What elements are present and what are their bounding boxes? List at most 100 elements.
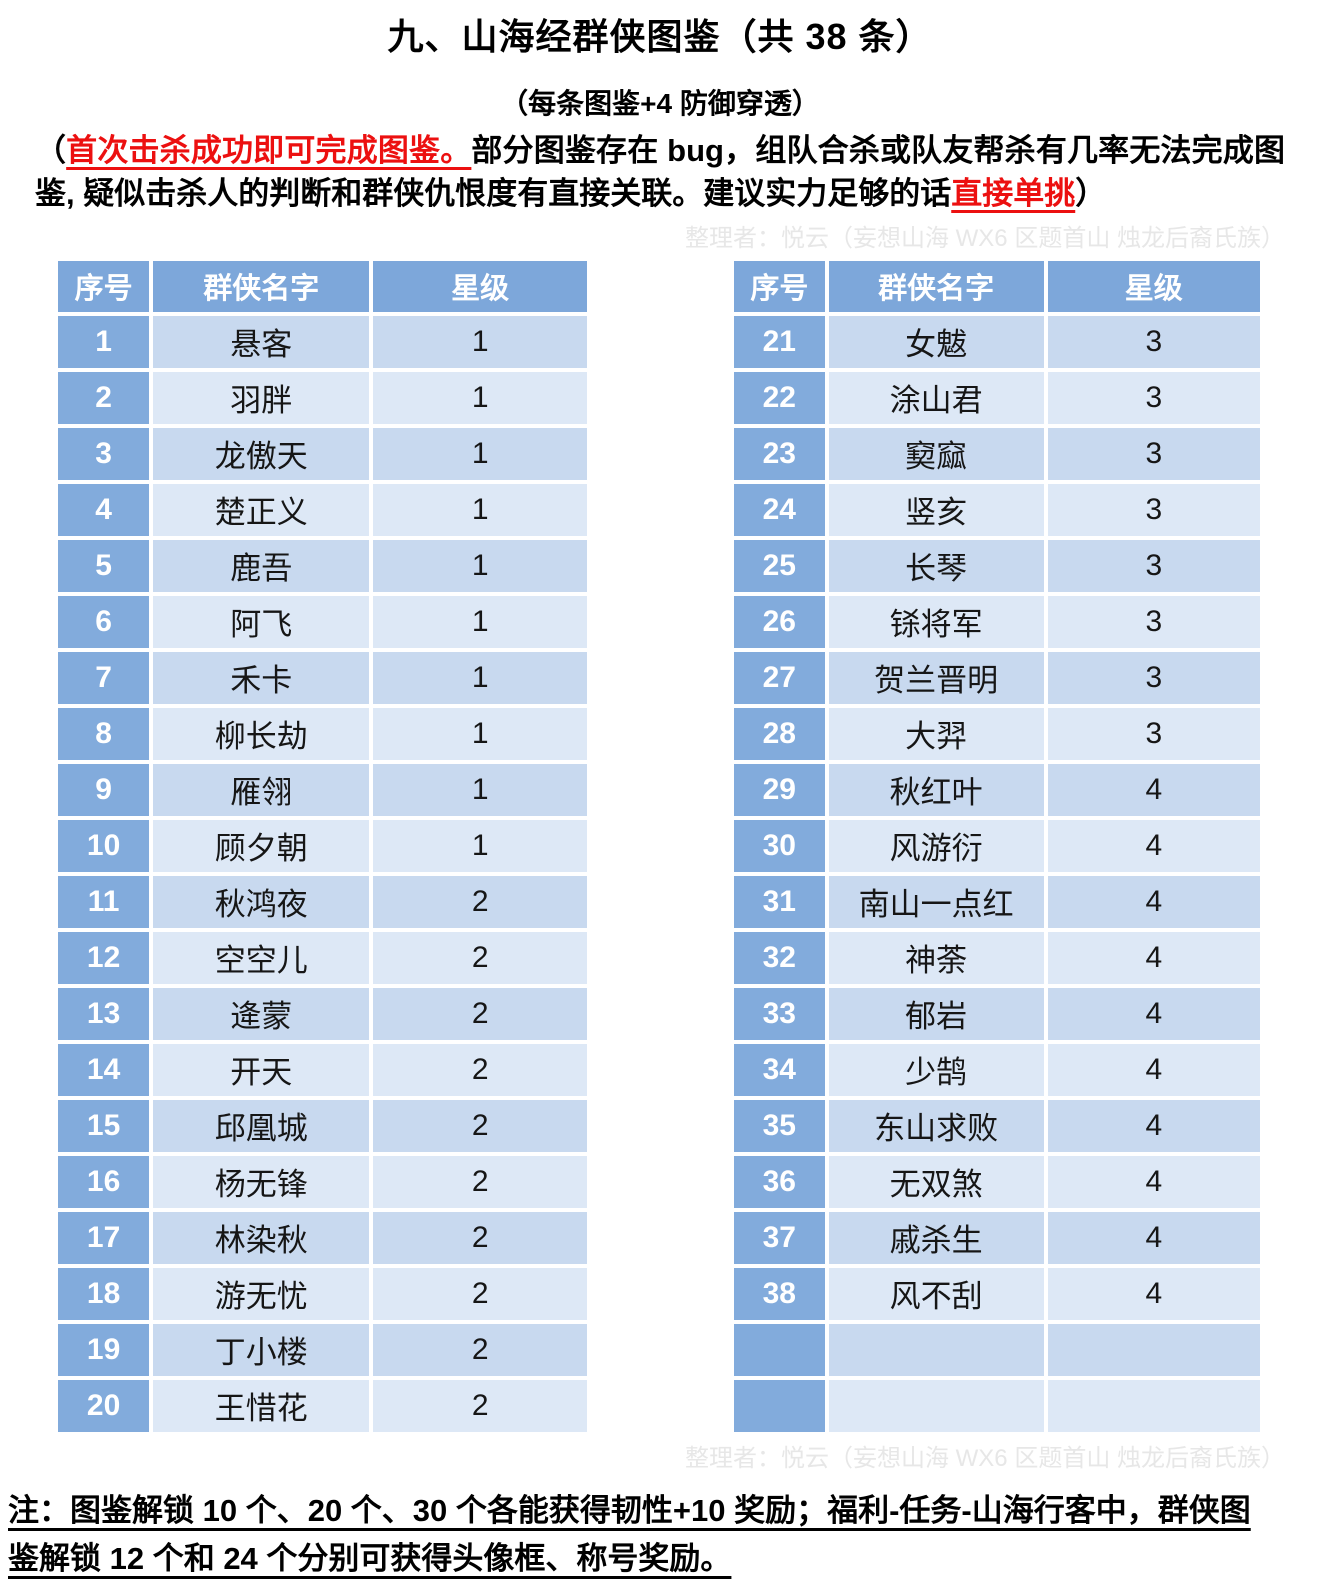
index-cell: 35 xyxy=(734,1099,825,1152)
table-row: 4 楚正义 1 xyxy=(58,483,587,536)
index-cell xyxy=(734,1379,825,1432)
star-cell: 4 xyxy=(1047,1211,1260,1264)
table-row: 31 南山一点红 4 xyxy=(734,875,1260,928)
table-row: 33 郁岩 4 xyxy=(734,987,1260,1040)
footnote-line-2: 鉴解锁 12 个和 24 个分别可获得头像框、称号奖励。 xyxy=(8,1540,732,1576)
table-row: 29 秋红叶 4 xyxy=(734,763,1260,816)
star-cell: 1 xyxy=(373,651,587,704)
catalog-table-right: 序号 群侠名字 星级 21 女魃 3 22 涂山君 3 23 窫窳 3 24 竖亥 3 25 长琴 3 26 铩将军… xyxy=(730,257,1264,1436)
table-row xyxy=(734,1379,1260,1432)
star-cell: 1 xyxy=(373,595,587,648)
index-cell: 19 xyxy=(58,1323,150,1376)
table-row: 15 邱凰城 2 xyxy=(58,1099,587,1152)
index-cell: 23 xyxy=(734,427,825,480)
name-cell: 杨无锋 xyxy=(153,1155,370,1208)
star-cell: 2 xyxy=(373,1099,587,1152)
star-cell: 2 xyxy=(373,1211,587,1264)
star-cell: 1 xyxy=(373,315,587,368)
star-cell: 3 xyxy=(1047,483,1260,536)
index-cell xyxy=(734,1323,825,1376)
star-cell: 4 xyxy=(1047,1155,1260,1208)
name-cell: 开天 xyxy=(153,1043,370,1096)
watermark-bottom: 整理者：悦云（妄想山海 WX6 区题首山 烛龙后裔氏族） xyxy=(684,1444,1285,1472)
index-cell: 6 xyxy=(58,595,150,648)
index-cell: 7 xyxy=(58,651,150,704)
column-header: 星级 xyxy=(373,260,587,312)
star-cell: 1 xyxy=(373,371,587,424)
table-row: 34 少鹄 4 xyxy=(734,1043,1260,1096)
table-row: 38 风不刮 4 xyxy=(734,1267,1260,1320)
page-subtitle: （每条图鉴+4 防御穿透） xyxy=(500,88,820,119)
star-cell xyxy=(1047,1379,1260,1432)
index-cell: 10 xyxy=(58,819,150,872)
name-cell: 羽胖 xyxy=(153,371,370,424)
star-cell: 2 xyxy=(373,1155,587,1208)
index-cell: 38 xyxy=(734,1267,825,1320)
star-cell: 3 xyxy=(1047,539,1260,592)
name-cell: 风不刮 xyxy=(828,1267,1044,1320)
name-cell: 丁小楼 xyxy=(153,1323,370,1376)
index-cell: 9 xyxy=(58,763,150,816)
table-row: 28 大羿 3 xyxy=(734,707,1260,760)
table-row: 17 林染秋 2 xyxy=(58,1211,587,1264)
name-cell: 铩将军 xyxy=(828,595,1044,648)
star-cell: 3 xyxy=(1047,371,1260,424)
index-cell: 3 xyxy=(58,427,150,480)
name-cell: 禾卡 xyxy=(153,651,370,704)
table-row: 2 羽胖 1 xyxy=(58,371,587,424)
name-cell: 风游衍 xyxy=(828,819,1044,872)
index-cell: 17 xyxy=(58,1211,150,1264)
index-cell: 1 xyxy=(58,315,150,368)
intro-paragraph: （首次击杀成功即可完成图鉴。部分图鉴存在 bug，组队合杀或队友帮杀有几率无法完… xyxy=(35,130,1285,216)
index-cell: 16 xyxy=(58,1155,150,1208)
table-row: 12 空空儿 2 xyxy=(58,931,587,984)
name-cell: 林染秋 xyxy=(153,1211,370,1264)
table-row: 19 丁小楼 2 xyxy=(58,1323,587,1376)
index-cell: 24 xyxy=(734,483,825,536)
star-cell: 4 xyxy=(1047,819,1260,872)
index-cell: 30 xyxy=(734,819,825,872)
index-cell: 29 xyxy=(734,763,825,816)
name-cell: 东山求败 xyxy=(828,1099,1044,1152)
catalog-table-left: 序号 群侠名字 星级 1 悬客 1 2 羽胖 1 3 龙傲天 1 4 楚正义 1 5 鹿吾 1 6 阿飞 1 7 禾卡 1 8… xyxy=(54,257,591,1436)
index-cell: 37 xyxy=(734,1211,825,1264)
index-cell: 26 xyxy=(734,595,825,648)
name-cell: 柳长劫 xyxy=(153,707,370,760)
table-row: 26 铩将军 3 xyxy=(734,595,1260,648)
table-row: 13 逄蒙 2 xyxy=(58,987,587,1040)
table-row: 23 窫窳 3 xyxy=(734,427,1260,480)
index-cell: 33 xyxy=(734,987,825,1040)
watermark-top: 整理者：悦云（妄想山海 WX6 区题首山 烛龙后裔氏族） xyxy=(684,224,1285,252)
name-cell xyxy=(828,1323,1044,1376)
star-cell: 1 xyxy=(373,763,587,816)
index-cell: 8 xyxy=(58,707,150,760)
table-row: 37 戚杀生 4 xyxy=(734,1211,1260,1264)
index-cell: 21 xyxy=(734,315,825,368)
table-row: 14 开天 2 xyxy=(58,1043,587,1096)
name-cell: 戚杀生 xyxy=(828,1211,1044,1264)
name-cell: 秋红叶 xyxy=(828,763,1044,816)
footnote-line-1: 注：图鉴解锁 10 个、20 个、30 个各能获得韧性+10 奖励；福利-任务-… xyxy=(8,1492,1251,1528)
table-row: 36 无双煞 4 xyxy=(734,1155,1260,1208)
star-cell: 2 xyxy=(373,1323,587,1376)
index-cell: 20 xyxy=(58,1379,150,1432)
star-cell: 3 xyxy=(1047,595,1260,648)
table-row: 25 长琴 3 xyxy=(734,539,1260,592)
index-cell: 22 xyxy=(734,371,825,424)
star-cell: 1 xyxy=(373,539,587,592)
name-cell: 南山一点红 xyxy=(828,875,1044,928)
index-cell: 18 xyxy=(58,1267,150,1320)
index-cell: 15 xyxy=(58,1099,150,1152)
name-cell: 神荼 xyxy=(828,931,1044,984)
star-cell: 3 xyxy=(1047,315,1260,368)
table-row: 22 涂山君 3 xyxy=(734,371,1260,424)
name-cell xyxy=(828,1379,1044,1432)
index-cell: 5 xyxy=(58,539,150,592)
tables-container: 序号 群侠名字 星级 1 悬客 1 2 羽胖 1 3 龙傲天 1 4 楚正义 1 5 鹿吾 1 6 阿飞 1 7 禾卡 1 8… xyxy=(0,257,1320,1436)
name-cell: 女魃 xyxy=(828,315,1044,368)
name-cell: 邱凰城 xyxy=(153,1099,370,1152)
star-cell: 3 xyxy=(1047,427,1260,480)
intro-red-warning: 首次击杀成功即可完成图鉴。 xyxy=(66,133,472,168)
name-cell: 长琴 xyxy=(828,539,1044,592)
table-row: 24 竖亥 3 xyxy=(734,483,1260,536)
